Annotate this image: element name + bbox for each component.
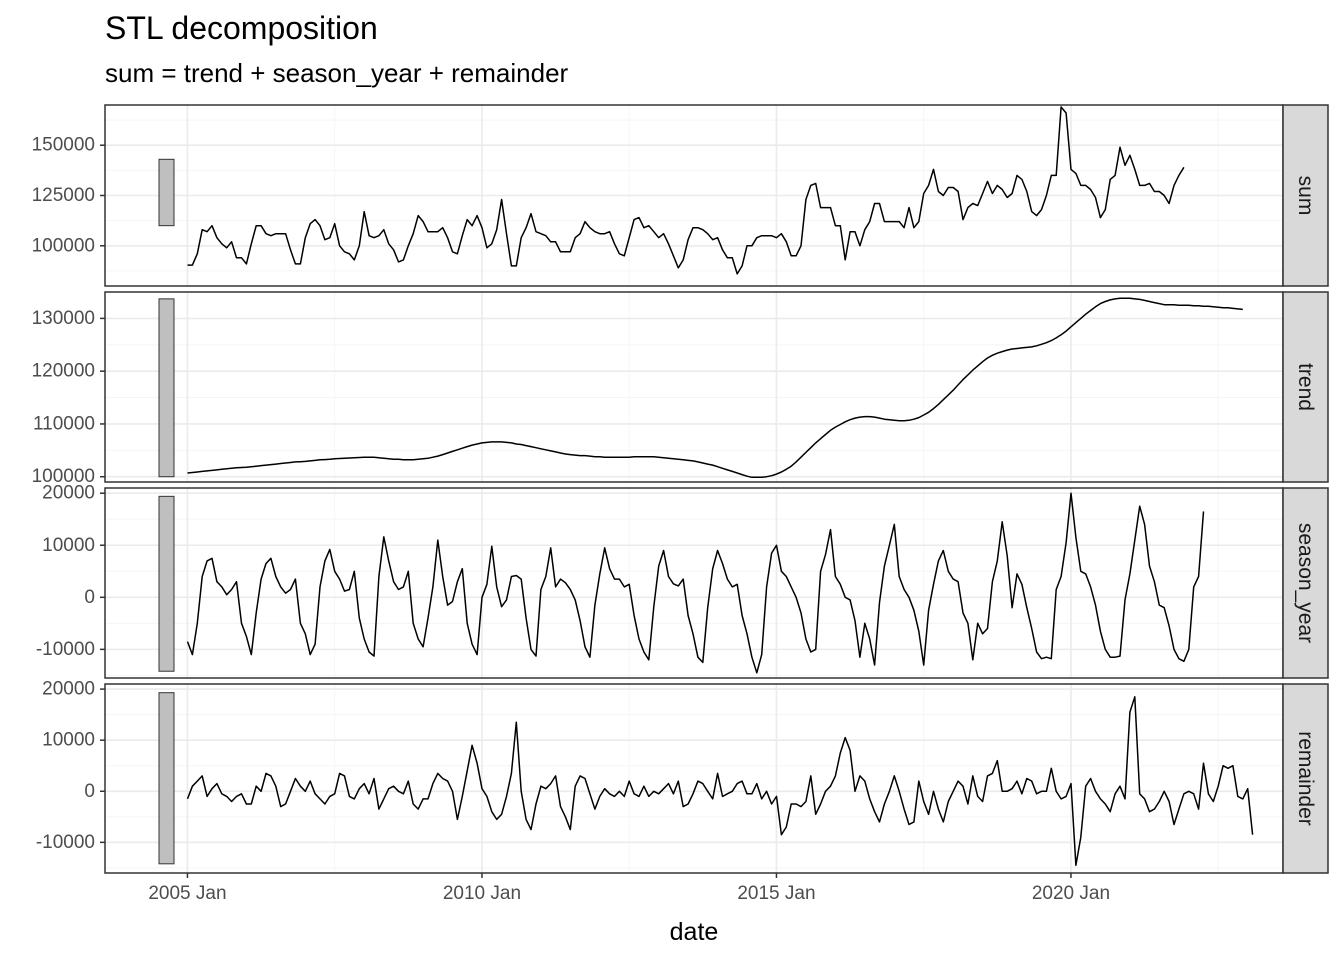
y-tick-label: -10000 [36,639,95,660]
y-tick-label: 125000 [32,185,95,206]
y-tick-label: 0 [84,587,95,608]
facet-label-season_year: season_year [1294,523,1317,643]
y-tick-label: 0 [84,781,95,802]
y-tick-label: 100000 [32,466,95,487]
y-tick-label: -10000 [36,832,95,853]
y-tick-label: 120000 [32,361,95,382]
facet-label-sum: sum [1294,176,1317,216]
facet-strip [1282,104,1329,287]
x-tick-label: 2010 Jan [443,883,521,904]
series-line-trend [187,297,1243,479]
scale-bar [158,158,175,227]
x-axis-title: date [670,918,719,946]
y-tick-label: 10000 [42,535,95,556]
facet-strip [1282,683,1329,874]
facet-strip [1282,487,1329,679]
panel-background [105,292,1283,482]
y-tick-label: 150000 [32,135,95,156]
panel-background [105,684,1283,873]
x-tick-label: 2020 Jan [1032,883,1110,904]
series-line-sum [187,106,1185,275]
y-tick-label: 100000 [32,235,95,256]
y-tick-label: 20000 [42,679,95,700]
chart-subtitle: sum = trend + season_year + remainder [105,58,569,88]
y-tick-label: 20000 [42,483,95,504]
y-tick-label: 110000 [33,413,95,434]
scale-bar [158,495,175,672]
scale-bar [158,298,175,478]
x-tick-label: 2015 Jan [737,883,815,904]
y-tick-label: 10000 [42,730,95,751]
scale-bar [158,692,175,865]
x-tick-label: 2005 Jan [148,883,226,904]
facet-strip [1282,291,1329,483]
series-line-remainder [186,696,1254,867]
facet-label-trend: trend [1294,363,1317,411]
facet-label-remainder: remainder [1294,731,1317,826]
y-tick-label: 130000 [32,308,95,329]
series-line-season_year [186,492,1205,674]
chart-title: STL decomposition [105,10,378,46]
